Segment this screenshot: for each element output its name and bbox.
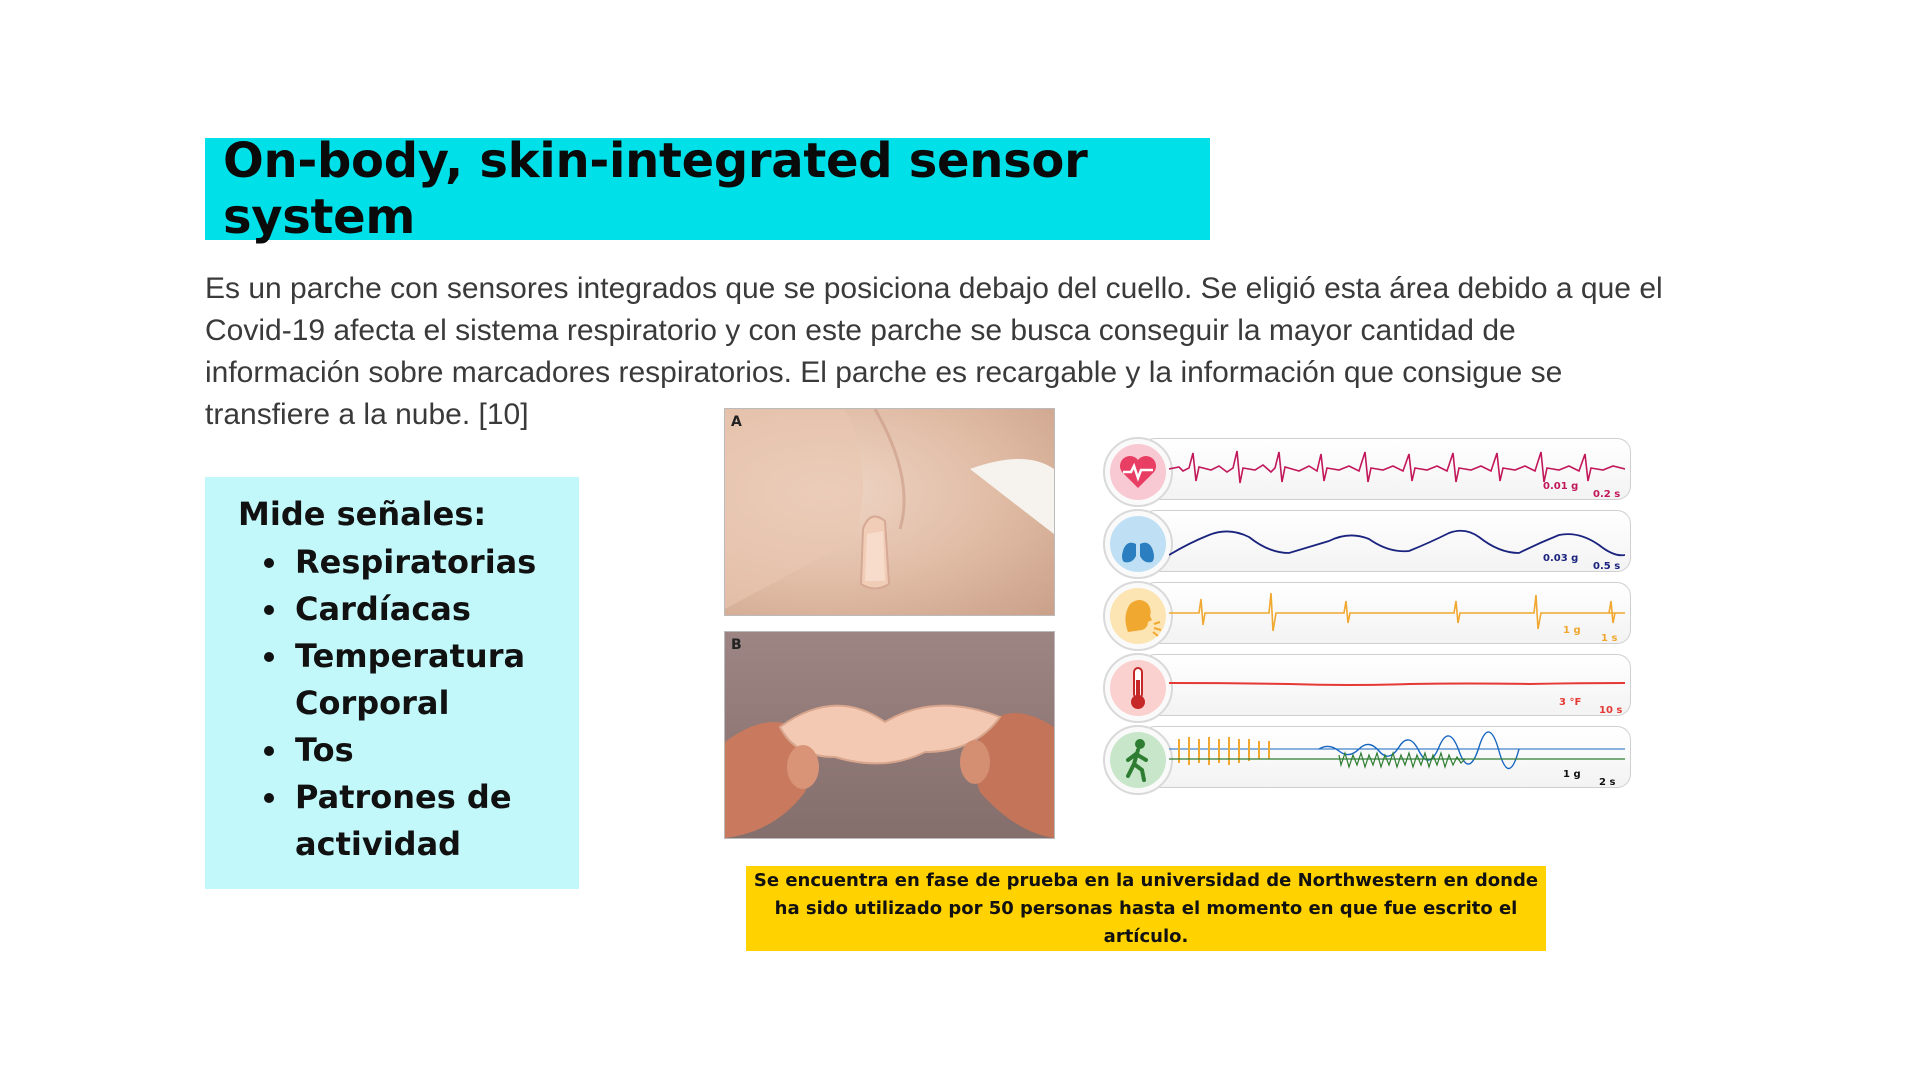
temperature-scale-time: 10 s — [1599, 705, 1623, 716]
lungs-icon — [1103, 509, 1173, 579]
photo-patch-on-neck: A — [724, 408, 1055, 616]
note-banner: Se encuentra en fase de prueba en la uni… — [746, 866, 1546, 951]
activity-scale-value: 1 g — [1563, 769, 1581, 780]
photo-b-label: B — [731, 637, 742, 653]
cough-scale-value: 1 g — [1563, 625, 1581, 636]
signal-row-cough: 1 g 1 s — [1101, 581, 1631, 651]
bullet-icon — [264, 793, 274, 803]
signal-row-respiration: 0.03 g 0.5 s — [1101, 509, 1631, 579]
intro-paragraph: Es un parche con sensores integrados que… — [205, 272, 1663, 431]
signal-item: Tos — [264, 727, 625, 774]
respiration-scale-time: 0.5 s — [1593, 561, 1621, 572]
heart-scale-value: 0.01 g — [1543, 481, 1579, 492]
temperature-signal-waveform — [1169, 682, 1625, 686]
walking-person-icon — [1103, 725, 1173, 795]
signal-item: Cardíacas — [264, 586, 625, 633]
activity-scale-time: 2 s — [1599, 777, 1616, 788]
bullet-icon — [264, 746, 274, 756]
signal-row-activity: 1 g 2 s — [1101, 725, 1631, 795]
page-title: On-body, skin-integrated sensor system — [223, 133, 1088, 245]
thermometer-icon — [1103, 653, 1173, 723]
signal-item: Respiratorias — [264, 539, 625, 586]
signal-track — [1141, 654, 1631, 716]
bullet-icon — [264, 605, 274, 615]
respiration-signal-waveform — [1169, 529, 1625, 557]
title-banner: On-body, skin-integrated sensor system — [205, 133, 1210, 245]
signals-heading: Mide señales: — [238, 495, 487, 533]
signals-list: Respiratorias Cardíacas Temperatura Corp… — [238, 539, 625, 868]
heart-signal-waveform — [1169, 450, 1625, 484]
photo-patch-stretched: B — [724, 631, 1055, 839]
heart-scale-time: 0.2 s — [1593, 489, 1621, 500]
signal-item: Temperatura Corporal — [264, 633, 625, 727]
respiration-scale-value: 0.03 g — [1543, 553, 1579, 564]
cough-scale-time: 1 s — [1601, 633, 1618, 644]
note-text: Se encuentra en fase de prueba en la uni… — [753, 869, 1539, 947]
cough-icon — [1103, 581, 1173, 651]
signals-card: Mide señales: Respiratorias Cardíacas Te… — [205, 477, 579, 889]
cough-signal-waveform — [1169, 592, 1625, 632]
bullet-icon — [264, 558, 274, 568]
bullet-icon — [264, 652, 274, 662]
signal-waveforms-figure: 0.01 g 0.2 s 0.03 g 0.5 s 1 g 1 s — [1101, 437, 1631, 797]
signal-item: Patrones de actividad — [264, 774, 625, 868]
signal-track — [1141, 510, 1631, 572]
heart-icon — [1103, 437, 1173, 507]
neck-illustration — [725, 409, 1054, 609]
temperature-scale-value: 3 °F — [1559, 697, 1582, 708]
hands-illustration — [725, 704, 1054, 838]
activity-signal-waveform — [1169, 731, 1625, 770]
photo-a-label: A — [731, 414, 742, 430]
signal-row-heart: 0.01 g 0.2 s — [1101, 437, 1631, 507]
signal-row-temperature: 3 °F 10 s — [1101, 653, 1631, 723]
